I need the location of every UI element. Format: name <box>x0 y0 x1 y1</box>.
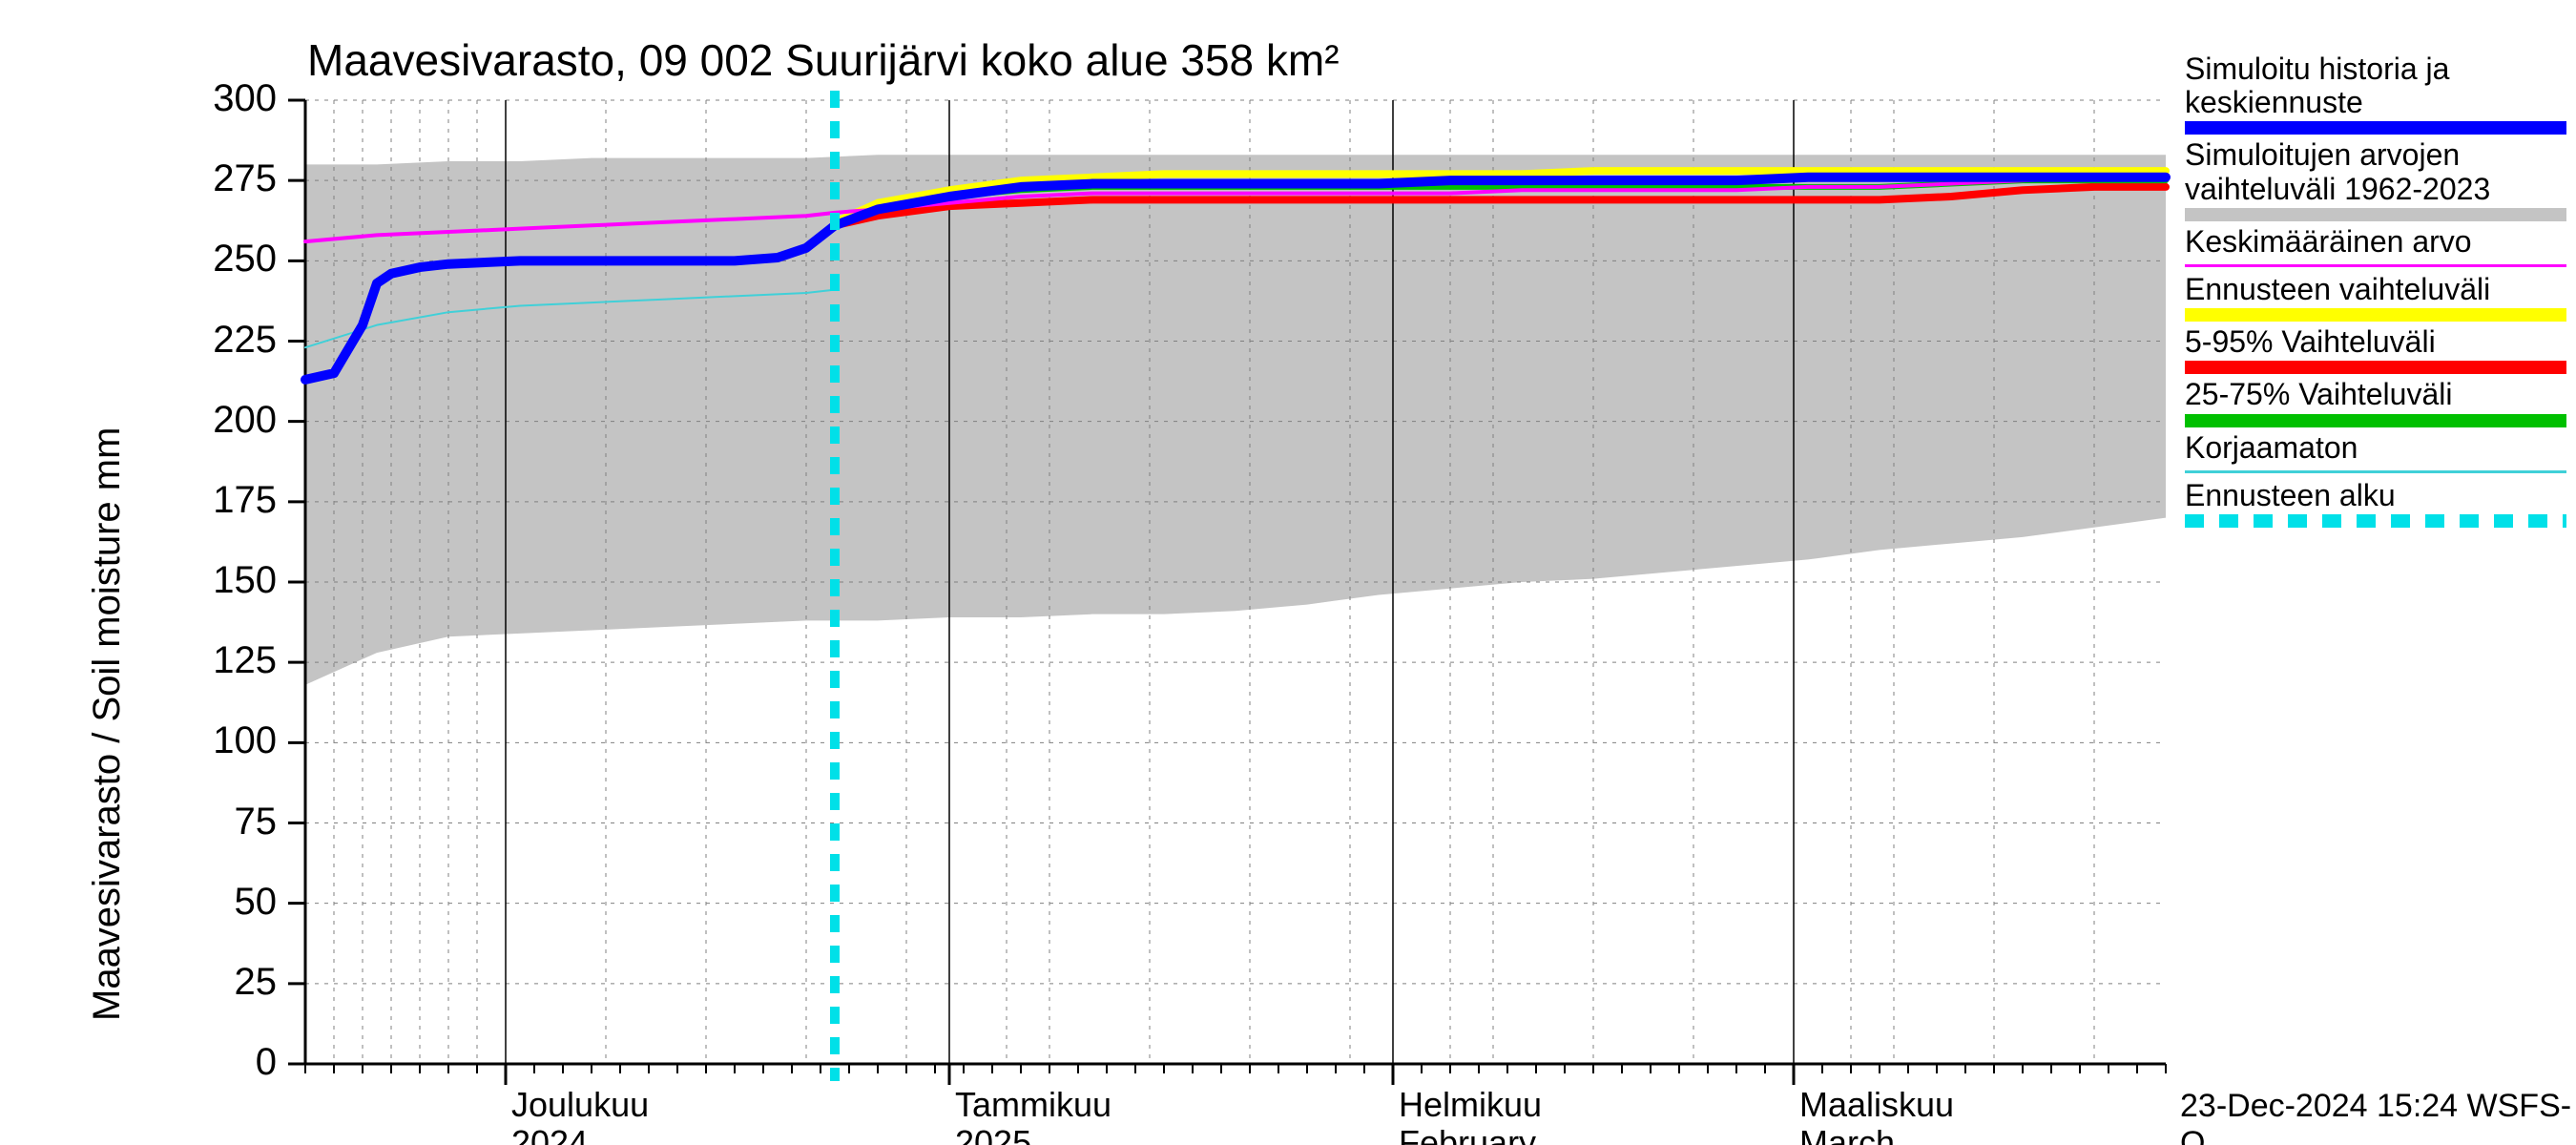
ytick-label: 50 <box>181 881 277 924</box>
ytick-label: 150 <box>181 559 277 602</box>
chart-title: Maavesivarasto, 09 002 Suurijärvi koko a… <box>307 34 1340 86</box>
legend-label: Keskimääräinen arvo <box>2185 225 2576 259</box>
legend-swatch <box>2185 308 2566 322</box>
y-axis-label: Maavesivarasto / Soil moisture mm <box>86 427 129 1021</box>
ytick-label: 75 <box>181 801 277 843</box>
x-year-label: March <box>1799 1123 1895 1145</box>
legend-swatch <box>2185 414 2566 427</box>
footer-timestamp: 23-Dec-2024 15:24 WSFS-O <box>2180 1088 2576 1145</box>
ytick-label: 0 <box>181 1041 277 1084</box>
legend-swatch <box>2185 361 2566 374</box>
legend: Simuloitu historia ja keskiennuste Simulo… <box>2185 52 2576 531</box>
legend-item: Ennusteen vaihteluväli <box>2185 273 2576 322</box>
legend-label: Ennusteen vaihteluväli <box>2185 273 2576 306</box>
ytick-label: 275 <box>181 157 277 200</box>
x-month-label: Tammikuu <box>955 1085 1111 1125</box>
historical-range-band <box>305 155 2166 685</box>
x-month-label: Joulukuu <box>511 1085 649 1125</box>
legend-label: Ennusteen alku <box>2185 479 2576 512</box>
x-year-label: 2025 <box>955 1123 1031 1145</box>
ytick-label: 250 <box>181 238 277 281</box>
x-year-label: February <box>1399 1123 1536 1145</box>
legend-swatch <box>2185 208 2566 221</box>
legend-swatch <box>2185 514 2566 528</box>
legend-item: Korjaamaton <box>2185 431 2576 473</box>
legend-swatch <box>2185 121 2566 135</box>
legend-swatch <box>2185 264 2566 267</box>
legend-label: Simuloitujen arvojen vaihteluväli 1962-2… <box>2185 138 2576 205</box>
x-year-label: 2024 <box>511 1123 588 1145</box>
x-month-label: Maaliskuu <box>1799 1085 1954 1125</box>
legend-label: Korjaamaton <box>2185 431 2576 465</box>
legend-item: Keskimääräinen arvo <box>2185 225 2576 267</box>
legend-label: 25-75% Vaihteluväli <box>2185 378 2576 411</box>
legend-label: 5-95% Vaihteluväli <box>2185 325 2576 359</box>
x-month-label: Helmikuu <box>1399 1085 1542 1125</box>
ytick-label: 125 <box>181 639 277 682</box>
legend-item: Simuloitu historia ja keskiennuste <box>2185 52 2576 135</box>
legend-item: Simuloitujen arvojen vaihteluväli 1962-2… <box>2185 138 2576 220</box>
ytick-label: 225 <box>181 319 277 362</box>
ytick-label: 100 <box>181 719 277 762</box>
legend-item: 25-75% Vaihteluväli <box>2185 378 2576 427</box>
ytick-label: 300 <box>181 77 277 120</box>
ytick-label: 25 <box>181 961 277 1004</box>
ytick-label: 175 <box>181 479 277 522</box>
legend-label: Simuloitu historia ja keskiennuste <box>2185 52 2576 119</box>
legend-item: Ennusteen alku <box>2185 479 2576 528</box>
legend-item: 5-95% Vaihteluväli <box>2185 325 2576 374</box>
legend-swatch <box>2185 470 2566 473</box>
ytick-label: 200 <box>181 399 277 442</box>
